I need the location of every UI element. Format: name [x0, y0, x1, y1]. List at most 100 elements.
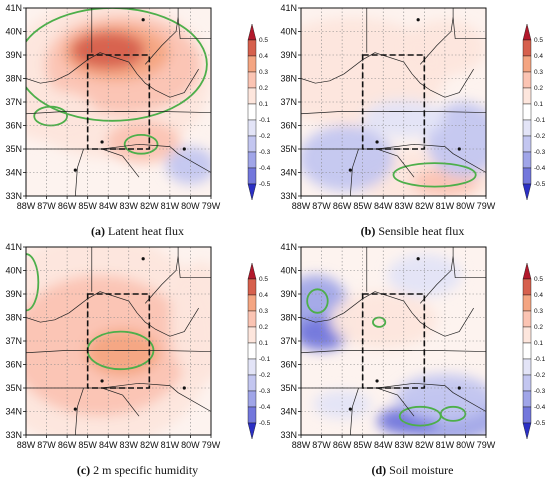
colorbar-tick-label: 0.3	[534, 308, 543, 315]
lat-tick-label: 41N	[5, 242, 22, 252]
field-blob	[106, 120, 181, 164]
lon-tick-label: 83W	[120, 440, 139, 450]
field-shading	[301, 17, 486, 196]
state-border	[376, 148, 415, 178]
state-border	[301, 111, 486, 115]
lake-marker	[416, 257, 420, 261]
state-border	[419, 8, 454, 65]
study-region-box	[361, 54, 426, 150]
lon-tick-label: 83W	[395, 440, 414, 450]
colorbar-tick-label: 0.1	[534, 101, 543, 108]
lon-tick-label: 88W	[292, 201, 311, 211]
state-border	[26, 291, 199, 337]
state-border	[349, 387, 359, 435]
colorbar-segment	[247, 119, 257, 137]
lake-marker	[457, 147, 461, 151]
lat-tick-label: 37N	[5, 336, 22, 346]
colorbar-segment	[522, 87, 532, 105]
colorbar-tick-label: 0.4	[534, 53, 543, 60]
lon-tick-label: 87W	[37, 440, 56, 450]
lon-tick-label: 88W	[17, 440, 36, 450]
colorbar-min-arrow	[247, 422, 257, 440]
lon-tick-label: 87W	[312, 201, 331, 211]
lon-tick-label: 88W	[17, 201, 36, 211]
colorbar-tick-label: 0.3	[259, 69, 268, 76]
colorbar-segment	[247, 390, 257, 408]
colorbar-tick-label: 0.1	[534, 340, 543, 347]
lon-tick-label: 84W	[374, 440, 393, 450]
state-border	[74, 387, 84, 435]
lat-tick-label: 38N	[280, 74, 297, 84]
lon-tick-label: 86W	[333, 440, 352, 450]
lon-tick-label: 79W	[477, 440, 496, 450]
lat-tick-label: 34N	[280, 407, 297, 417]
colorbar-segment	[522, 310, 532, 328]
lon-tick-label: 86W	[58, 440, 77, 450]
colorbar-tick-label: -0.5	[259, 420, 271, 427]
colorbar-segment	[247, 71, 257, 89]
colorbar-tick-label: -0.1	[534, 117, 546, 124]
significance-contour	[306, 288, 329, 314]
state-border	[301, 52, 474, 98]
lon-tick-label: 81W	[161, 201, 180, 211]
state-border	[74, 148, 84, 196]
lat-tick-label: 34N	[5, 407, 22, 417]
lake-marker	[182, 386, 186, 390]
lon-tick-label: 85W	[353, 440, 372, 450]
lake-marker	[141, 257, 145, 261]
state-border	[26, 52, 199, 98]
state-border	[26, 350, 211, 354]
colorbar-segment	[522, 406, 532, 424]
colorbar-tick-label: -0.4	[534, 165, 546, 172]
lon-tick-label: 81W	[436, 440, 455, 450]
colorbar-segment	[522, 151, 532, 169]
state-border	[377, 143, 486, 173]
lat-tick-label: 33N	[5, 430, 22, 440]
colorbar-tick-label: -0.3	[259, 388, 271, 395]
colorbar-tick-label: 0.5	[259, 37, 268, 44]
lat-tick-label: 36N	[5, 121, 22, 131]
lon-tick-label: 80W	[456, 440, 475, 450]
colorbar-tick-label: -0.1	[534, 356, 546, 363]
state-border	[301, 350, 486, 354]
lon-tick-label: 79W	[202, 440, 221, 450]
lat-tick-label: 41N	[5, 3, 22, 13]
lat-tick-label: 33N	[5, 191, 22, 201]
colorbar-tick-label: -0.5	[534, 420, 546, 427]
colorbar-tick-label: -0.4	[534, 404, 546, 411]
lat-tick-label: 37N	[280, 336, 297, 346]
lat-tick-label: 39N	[5, 289, 22, 299]
field-blob	[301, 125, 394, 192]
colorbar-segment	[522, 342, 532, 360]
lon-tick-label: 82W	[415, 201, 434, 211]
colorbar-segment	[522, 55, 532, 73]
lat-tick-label: 33N	[280, 191, 297, 201]
colorbar-segment	[522, 294, 532, 312]
lake-marker	[182, 147, 186, 151]
lat-tick-label: 36N	[280, 121, 297, 131]
study-region-box	[86, 293, 151, 389]
colorbar-segment	[247, 342, 257, 360]
caption-d: (d) Soil moisture	[371, 463, 454, 477]
state-border	[419, 247, 454, 304]
colorbar-segment	[522, 374, 532, 392]
colorbar-tick-label: 0.1	[259, 101, 268, 108]
lat-tick-label: 35N	[5, 383, 22, 393]
significance-contour	[26, 253, 40, 312]
lat-tick-label: 39N	[280, 289, 297, 299]
lon-tick-label: 84W	[374, 201, 393, 211]
colorbar-segment	[247, 151, 257, 169]
colorbar-segment	[247, 87, 257, 105]
lake-marker	[348, 407, 352, 411]
lat-tick-label: 40N	[5, 266, 22, 276]
significance-contour	[26, 8, 208, 122]
colorbar-segment	[522, 390, 532, 408]
colorbar-max-arrow	[247, 23, 257, 41]
lat-tick-label: 40N	[5, 27, 22, 37]
colorbar-segment	[247, 135, 257, 153]
lat-tick-label: 33N	[280, 430, 297, 440]
lon-tick-label: 82W	[140, 201, 159, 211]
state-border	[144, 8, 179, 65]
